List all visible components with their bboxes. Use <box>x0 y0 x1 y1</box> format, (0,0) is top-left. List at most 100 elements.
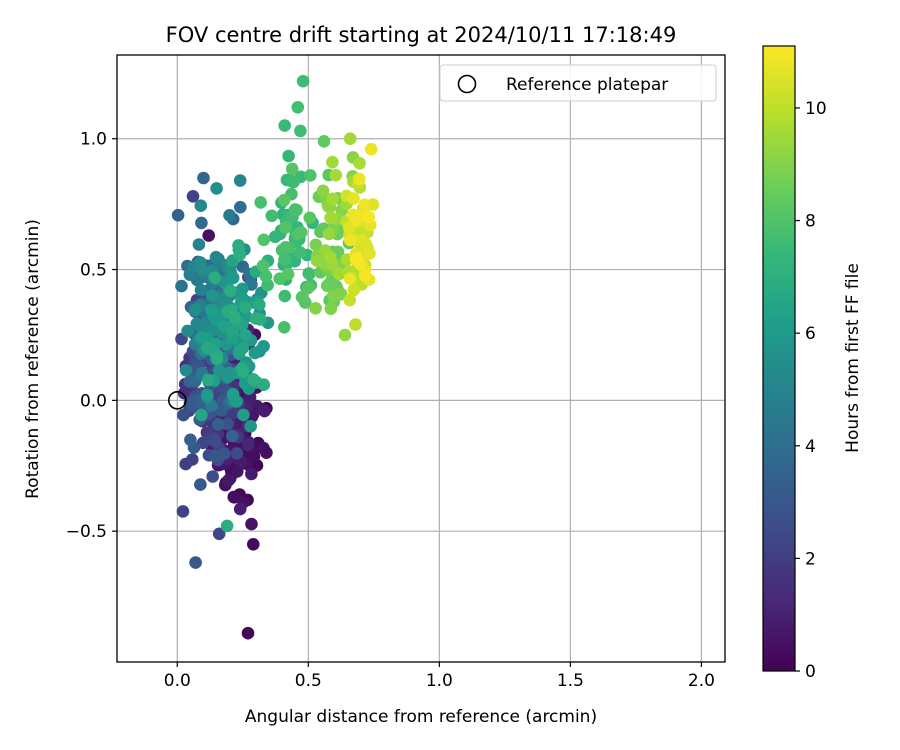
data-point <box>171 208 185 222</box>
data-point <box>324 302 338 316</box>
data-point <box>222 474 235 487</box>
data-point <box>205 289 219 303</box>
colorbar-tick-label: 4 <box>805 437 816 457</box>
data-point <box>177 408 190 422</box>
data-point <box>254 196 267 209</box>
data-point <box>316 184 330 198</box>
x-axis-label: Angular distance from reference (arcmin) <box>245 707 597 727</box>
data-point <box>309 238 323 252</box>
data-point <box>278 253 291 266</box>
data-point <box>230 447 244 460</box>
data-point <box>329 168 343 182</box>
data-point <box>239 328 252 342</box>
axis-ticks: 0.0 0.5 1.0 1.5 2.0 −0.5 0.0 0.5 1.0 <box>66 130 715 691</box>
x-tick-label: 1.5 <box>557 671 584 691</box>
data-point <box>277 321 291 334</box>
y-tick-label: −0.5 <box>66 522 107 542</box>
data-point <box>224 284 237 298</box>
colorbar-label: Hours from first FF file <box>843 263 863 453</box>
data-point <box>186 190 200 203</box>
data-point <box>278 289 292 303</box>
data-point <box>304 169 317 182</box>
data-point <box>257 441 270 455</box>
data-point <box>288 203 302 216</box>
data-point <box>226 429 239 443</box>
data-point <box>358 198 371 212</box>
data-point <box>294 226 308 239</box>
legend-marker-icon <box>457 74 477 94</box>
data-point <box>252 298 266 312</box>
data-point <box>279 221 292 234</box>
data-point <box>281 267 295 281</box>
data-point <box>209 250 223 264</box>
data-point <box>362 210 376 224</box>
data-point <box>343 272 357 286</box>
data-point <box>221 417 234 431</box>
data-point <box>209 449 222 463</box>
data-point <box>248 346 262 360</box>
data-point <box>181 324 194 338</box>
data-point <box>189 556 202 569</box>
data-point <box>200 388 214 402</box>
data-point <box>259 269 273 283</box>
data-point <box>295 290 309 304</box>
data-point <box>188 303 202 317</box>
data-point <box>195 331 209 344</box>
colorbar-tick-label: 6 <box>805 324 816 344</box>
data-point <box>257 233 271 247</box>
data-point <box>226 325 240 338</box>
data-point <box>220 519 234 533</box>
data-point <box>279 241 293 254</box>
data-point <box>257 378 271 392</box>
data-point <box>233 174 247 187</box>
colorbar-tick-label: 8 <box>805 212 816 232</box>
data-point <box>194 478 207 491</box>
data-point <box>294 124 307 138</box>
data-point <box>333 288 346 301</box>
data-point <box>179 364 193 377</box>
data-point <box>353 172 366 186</box>
data-point <box>192 238 206 251</box>
data-point <box>205 303 218 317</box>
data-point <box>201 341 214 355</box>
data-point <box>202 229 215 242</box>
legend-box <box>439 64 717 102</box>
data-point <box>209 435 222 449</box>
data-point <box>223 209 236 222</box>
data-point <box>195 216 208 230</box>
legend: Reference platepar <box>439 64 717 102</box>
data-point <box>196 263 210 277</box>
data-point <box>194 283 208 297</box>
plot-frame <box>116 54 726 663</box>
data-point <box>256 259 270 273</box>
data-point <box>238 301 252 314</box>
data-point <box>236 282 249 296</box>
data-point <box>212 364 226 377</box>
data-point <box>285 162 299 176</box>
data-point <box>358 269 372 282</box>
data-point <box>301 281 315 295</box>
data-point <box>233 502 247 516</box>
data-point <box>291 101 305 114</box>
data-point <box>326 155 339 169</box>
data-point <box>247 373 260 386</box>
data-point <box>265 209 279 223</box>
data-point <box>226 271 240 285</box>
x-tick-label: 0.5 <box>295 671 322 691</box>
data-point <box>320 279 334 293</box>
data-point <box>194 199 208 212</box>
data-point <box>343 233 357 247</box>
data-point <box>245 517 258 531</box>
data-point <box>253 313 267 326</box>
data-point <box>233 248 247 261</box>
legend-entry-reference-platepar: Reference platepar <box>506 75 668 95</box>
y-tick-label: 0.0 <box>80 391 107 411</box>
colorbar <box>762 45 796 672</box>
data-point <box>208 271 221 285</box>
data-point <box>347 283 361 297</box>
data-point <box>195 408 208 422</box>
data-point <box>236 341 250 355</box>
data-point <box>317 135 331 148</box>
data-point <box>210 182 223 195</box>
